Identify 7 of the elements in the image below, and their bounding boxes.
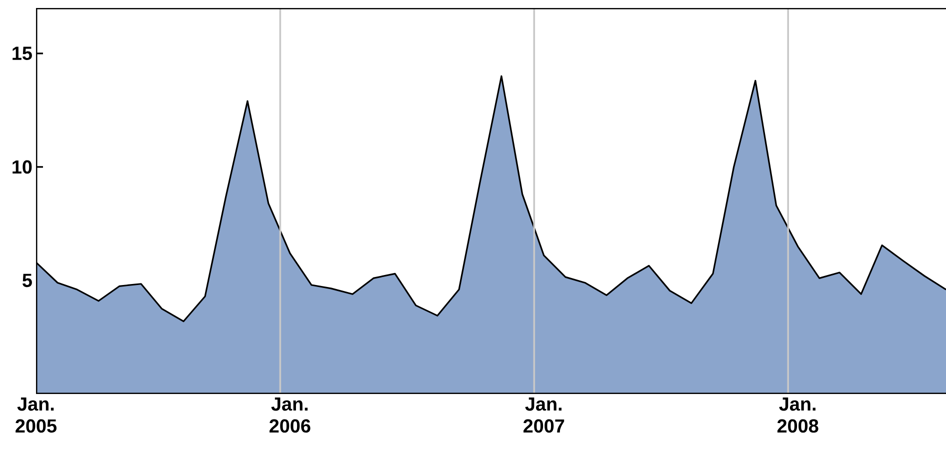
y-tick-label: 5 — [22, 274, 32, 288]
x-tick-label: Jan. 2008 — [777, 398, 818, 433]
y-tick-label: 15 — [12, 46, 32, 60]
x-tick-label: Jan. 2005 — [16, 398, 57, 433]
x-tick-label: Jan. 2007 — [523, 398, 564, 433]
y-tick-label: 10 — [12, 160, 32, 174]
x-tick-label: Jan. 2006 — [270, 398, 310, 433]
